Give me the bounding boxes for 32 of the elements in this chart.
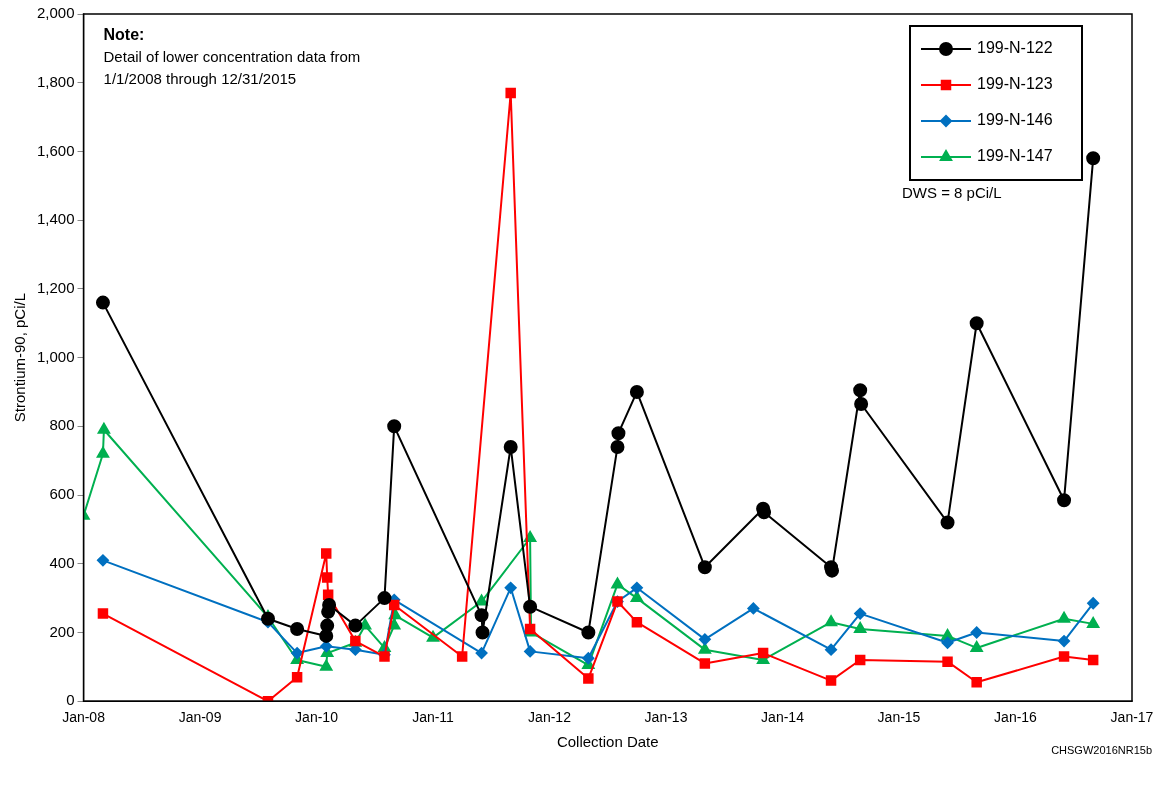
- y-axis-title: Strontium-90, pCi/L: [11, 292, 29, 423]
- y-tick-label: 200: [49, 622, 75, 640]
- x-tick-label: Jan-13: [644, 709, 688, 726]
- legend-label: 199-N-122: [977, 39, 1053, 57]
- x-tick-label: Jan-15: [877, 709, 921, 726]
- annotation: DWS = 8 pCi/L: [902, 183, 1002, 201]
- y-tick-label: 600: [49, 485, 75, 503]
- text: CHSGW2016NR15b: [1051, 743, 1152, 756]
- y-tick-label: 1,000: [36, 347, 75, 365]
- y-tick-label: 1,800: [36, 72, 75, 90]
- annotation: 1/1/2008 through 12/31/2015: [103, 69, 297, 87]
- y-tick-label: 1,400: [36, 210, 75, 228]
- legend-label: 199-N-123: [977, 75, 1053, 93]
- legend-label: 199-N-146: [977, 111, 1053, 129]
- annotation: Note:: [103, 26, 145, 44]
- x-axis-title: Collection Date: [556, 733, 659, 751]
- y-tick-label: 400: [49, 553, 75, 571]
- legend-label: 199-N-147: [977, 147, 1053, 165]
- y-tick-label: 800: [49, 416, 75, 434]
- x-tick-label: Jan-17: [1110, 709, 1154, 726]
- x-tick-label: Jan-08: [62, 709, 106, 726]
- x-tick-label: Jan-14: [761, 709, 805, 726]
- x-tick-label: Jan-11: [412, 709, 455, 726]
- annotation: Detail of lower concentration data from: [103, 47, 361, 65]
- x-tick-label: Jan-09: [178, 709, 222, 726]
- y-tick-label: 2,000: [36, 4, 75, 22]
- x-tick-label: Jan-12: [528, 709, 572, 726]
- y-tick-label: 1,600: [36, 141, 75, 159]
- y-tick-label: 1,200: [36, 279, 75, 297]
- x-tick-label: Jan-10: [295, 709, 339, 726]
- x-tick-label: Jan-16: [994, 709, 1038, 726]
- y-tick-label: 0: [66, 691, 75, 709]
